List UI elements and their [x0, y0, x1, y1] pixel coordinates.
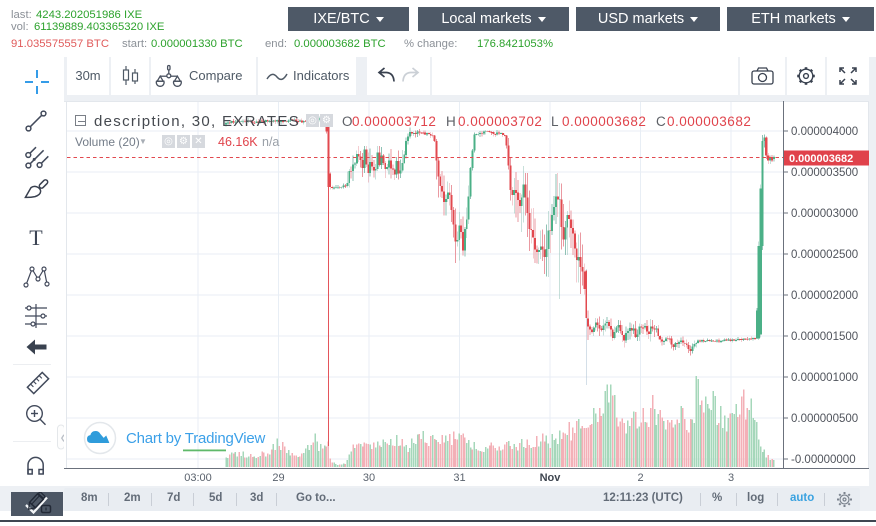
svg-text:0.000003000: 0.000003000 — [791, 208, 858, 220]
svg-text:Nov: Nov — [540, 472, 562, 484]
svg-text:0.000003500: 0.000003500 — [791, 167, 858, 179]
svg-text:0.000002000: 0.000002000 — [791, 290, 858, 302]
svg-text:-0.00000000: -0.00000000 — [791, 454, 856, 466]
svg-text:29: 29 — [272, 472, 284, 484]
svg-text:2: 2 — [637, 472, 643, 484]
svg-text:0.000000500: 0.000000500 — [791, 413, 858, 425]
svg-text:03:00: 03:00 — [184, 472, 212, 484]
svg-text:3: 3 — [728, 472, 734, 484]
svg-text:0.000001500: 0.000001500 — [791, 331, 858, 343]
svg-text:0.000004000: 0.000004000 — [791, 126, 858, 138]
svg-text:31: 31 — [453, 472, 465, 484]
svg-text:❮: ❮ — [60, 434, 64, 442]
svg-text:0.000003682: 0.000003682 — [789, 153, 853, 165]
svg-text:Chart by TradingView: Chart by TradingView — [126, 430, 265, 447]
svg-text:0.000002500: 0.000002500 — [791, 249, 858, 261]
svg-text:T: T — [29, 225, 43, 250]
svg-text:30: 30 — [363, 472, 375, 484]
svg-text:0.000001000: 0.000001000 — [791, 372, 858, 384]
